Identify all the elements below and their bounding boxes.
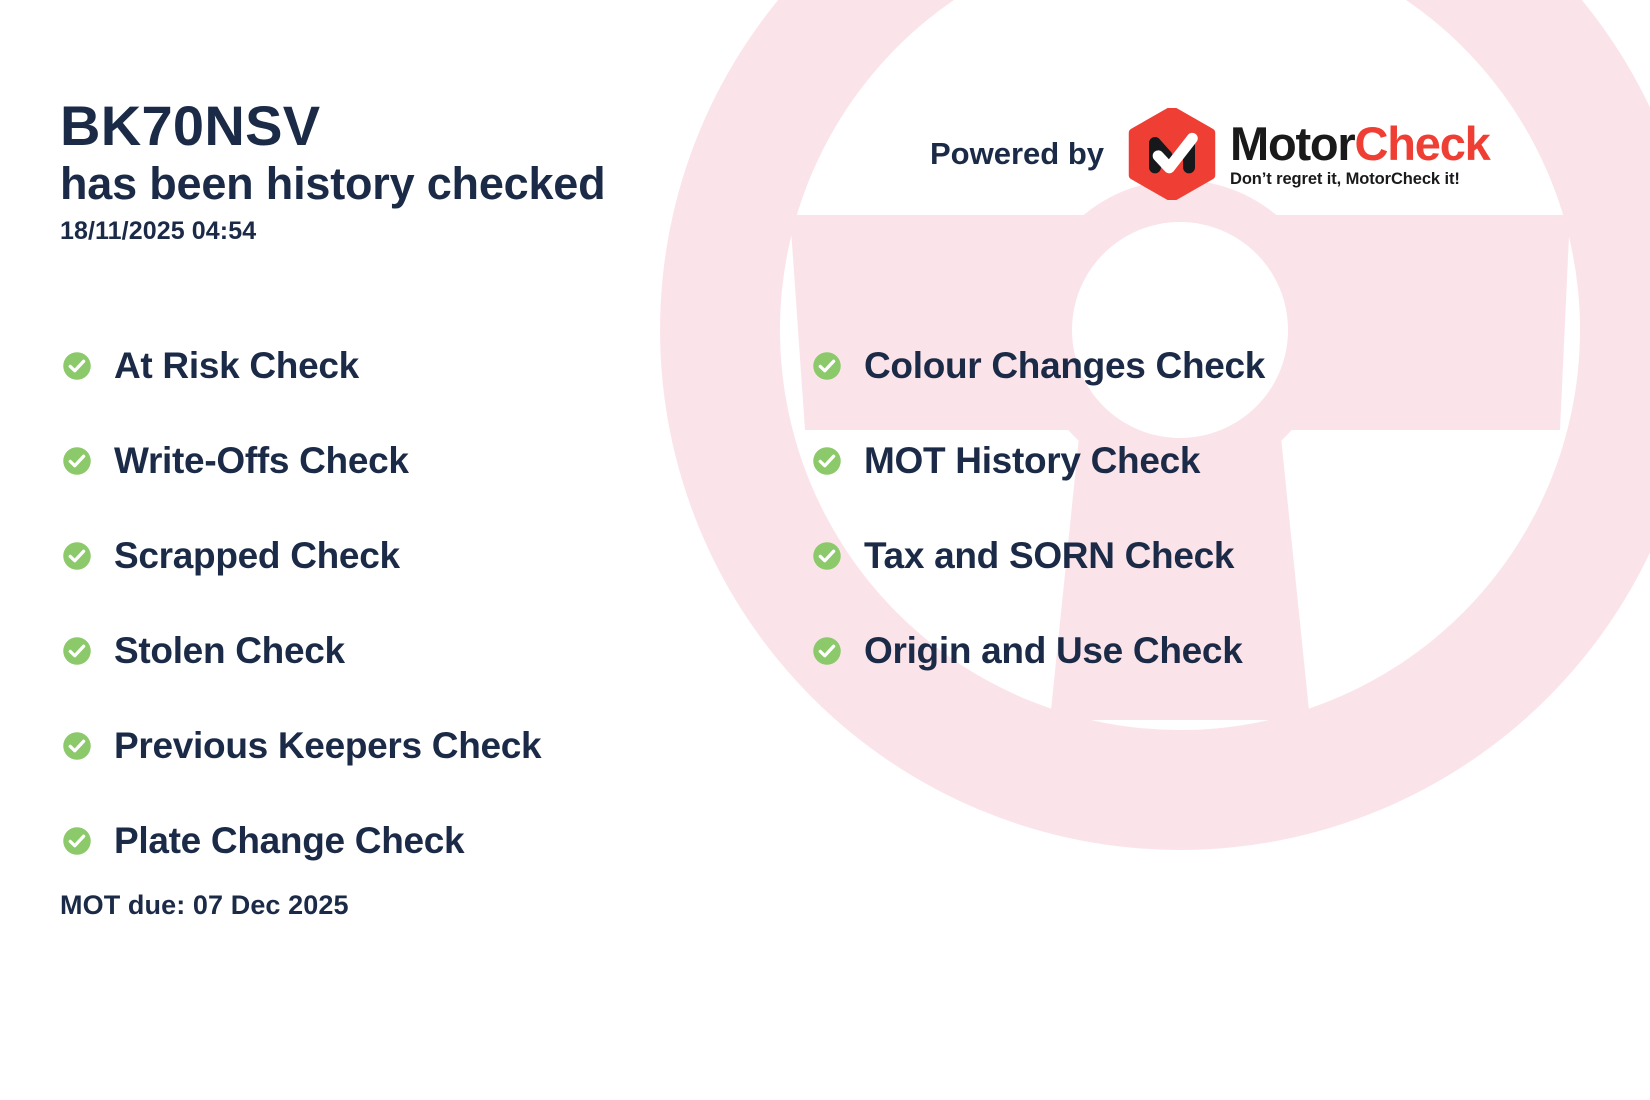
check-item-right-1: MOT History Check [812,413,1265,508]
check-circle-icon [63,541,91,570]
motorcheck-wordmark-block: MotorCheck Don’t regret it, MotorCheck i… [1230,117,1491,189]
headline: has been history checked [60,158,606,210]
header-block: BK70NSV has been history checked 18/11/2… [60,94,606,246]
check-item-label: Plate Change Check [114,819,465,861]
motorcheck-hexagon-m-icon [1128,108,1216,200]
check-circle-icon [63,446,91,475]
mot-due-text: MOT due: 07 Dec 2025 [60,890,349,920]
powered-by-label: Powered by [930,136,1104,171]
check-circle-icon [63,636,91,665]
check-item-left-4: Previous Keepers Check [62,698,542,793]
check-item-left-1: Write-Offs Check [62,413,541,508]
powered-by-row: Powered by MotorCheck Don’t regret it, M… [930,108,1491,200]
check-item-right-0: Colour Changes Check [812,318,1265,413]
check-item-label: Colour Changes Check [864,344,1266,386]
check-circle-icon [63,826,91,855]
check-circle-icon [813,446,841,475]
check-circle-icon [813,636,841,665]
check-item-right-2: Tax and SORN Check [812,508,1265,603]
check-item-right-3: Origin and Use Check [812,603,1265,698]
check-circle-icon [63,731,91,760]
check-circle-icon [813,351,841,380]
check-item-label: Origin and Use Check [864,629,1243,671]
check-item-label: MOT History Check [864,439,1201,481]
check-item-label: At Risk Check [114,344,359,386]
check-item-label: Previous Keepers Check [114,724,542,766]
checks-column-right: Colour Changes Check MOT History Check Tax… [812,318,1265,698]
check-item-label: Write-Offs Check [114,439,409,481]
check-timestamp: 18/11/2025 04:54 [60,216,257,245]
wordmark-check: Check [1354,117,1491,171]
motorcheck-wordmark: MotorCheck [1230,117,1491,171]
registration-plate: BK70NSV [60,94,321,157]
check-item-left-2: Scrapped Check [62,508,541,603]
check-item-left-0: At Risk Check [62,318,541,413]
checks-column-left: At Risk Check Write-Offs Check Scrapped Ch… [62,318,542,888]
motorcheck-tagline: Don’t regret it, MotorCheck it! [1230,170,1460,189]
check-item-left-5: Plate Change Check [62,793,541,888]
check-item-label: Scrapped Check [114,534,400,576]
check-circle-icon [813,541,841,570]
check-item-label: Stolen Check [114,629,345,671]
check-item-label: Tax and SORN Check [864,534,1235,576]
check-circle-icon [63,351,91,380]
wordmark-motor: Motor [1230,117,1356,171]
motorcheck-logo[interactable]: MotorCheck Don’t regret it, MotorCheck i… [1126,108,1491,200]
check-item-left-3: Stolen Check [62,603,541,698]
